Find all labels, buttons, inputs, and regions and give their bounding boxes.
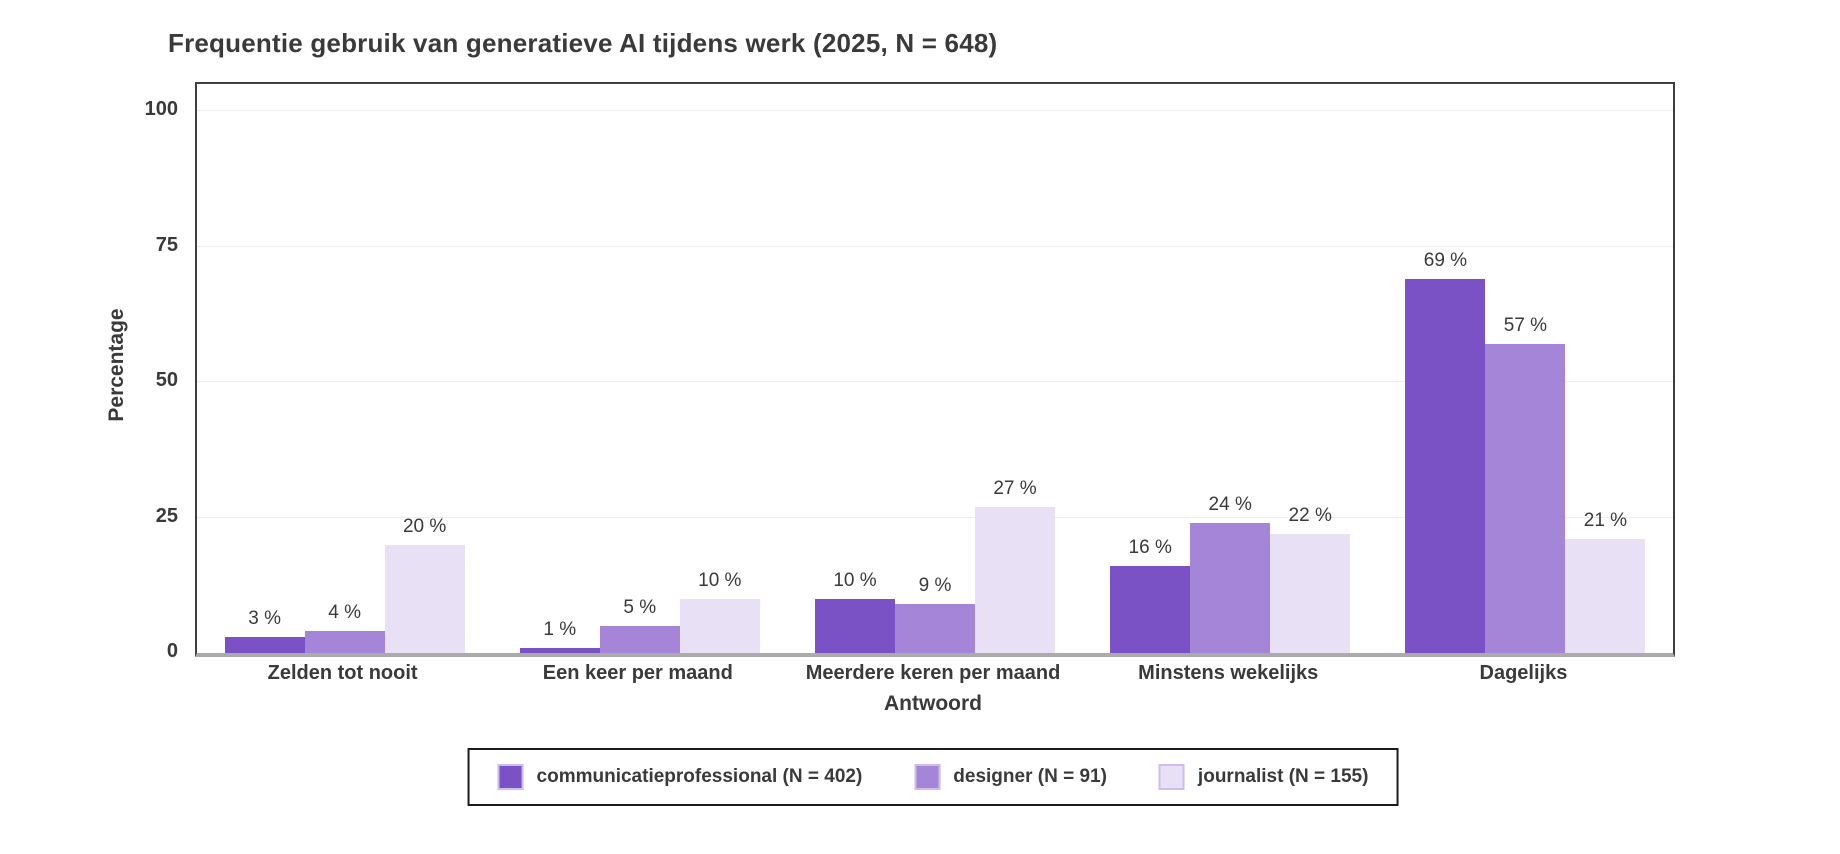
plot-area: 3 % 4 % 20 % 1 % 5 % 10 % 10 % 9 % 27 % 16 % 24 % 2… bbox=[195, 82, 1675, 657]
bar: 27 % bbox=[975, 478, 1055, 653]
y-tick-label: 25 bbox=[155, 504, 178, 527]
bar-value-label: 3 % bbox=[248, 607, 281, 629]
bar-value-label: 1 % bbox=[543, 618, 577, 640]
bar-value-label: 5 % bbox=[623, 596, 657, 618]
y-tick-label: 0 bbox=[166, 640, 178, 662]
bar-value-label: 22 % bbox=[1288, 504, 1332, 526]
legend-series-label: communicatieprofessional (N = 402) bbox=[536, 766, 863, 787]
x-category-label: Minstens wekelijks bbox=[1138, 662, 1319, 684]
x-category-label: Zelden tot nooit bbox=[267, 662, 418, 684]
bar-value-label: 10 % bbox=[698, 569, 742, 591]
y-tick-label: 50 bbox=[155, 369, 178, 392]
gridline-50 bbox=[197, 381, 1673, 383]
bar-value-label: 16 % bbox=[1128, 537, 1172, 559]
bar: 10 % bbox=[815, 570, 895, 653]
x-category-label: Dagelijks bbox=[1479, 662, 1568, 684]
bar-value-label: 4 % bbox=[328, 602, 361, 624]
bar: 22 % bbox=[1270, 505, 1351, 653]
bar: 69 % bbox=[1405, 250, 1486, 653]
bar: 57 % bbox=[1485, 315, 1566, 653]
x-category-label: Een keer per maand bbox=[542, 662, 733, 684]
chart-title: Frequentie gebruik van generatieve AI ti… bbox=[168, 28, 998, 58]
bar: 10 % bbox=[679, 570, 760, 653]
bar-value-label: 10 % bbox=[833, 569, 877, 591]
bar: 5 % bbox=[599, 597, 680, 653]
bar: 20 % bbox=[384, 516, 465, 653]
bar: 16 % bbox=[1110, 537, 1191, 653]
bar-groups: 3 % 4 % 20 % 1 % 5 % 10 % 10 % 9 % 27 % 16 % 24 % 2… bbox=[197, 84, 1673, 653]
y-axis-title: Percentage bbox=[105, 308, 128, 422]
y-tick-label: 75 bbox=[155, 233, 178, 256]
bar-value-label: 21 % bbox=[1583, 510, 1628, 532]
bar-value-label: 57 % bbox=[1503, 315, 1548, 337]
bar: 9 % bbox=[895, 575, 975, 653]
gridline-25 bbox=[197, 516, 1673, 518]
bar-group: 69 % 57 % 21 % bbox=[1378, 84, 1673, 653]
bar-value-label: 20 % bbox=[402, 515, 447, 537]
gridline-75 bbox=[197, 245, 1673, 247]
y-tick-label: 100 bbox=[144, 98, 178, 121]
legend-swatch-icon bbox=[1158, 764, 1185, 790]
legend-series-label: designer (N = 91) bbox=[953, 766, 1107, 787]
bar-value-label: 69 % bbox=[1423, 250, 1468, 272]
gridline-100 bbox=[197, 110, 1673, 112]
bar-group: 1 % 5 % 10 % bbox=[492, 84, 787, 653]
x-axis-title: Antwoord bbox=[884, 692, 982, 715]
legend-swatch-icon bbox=[497, 764, 524, 790]
legend-item: communicatieprofessional (N = 402) bbox=[497, 764, 863, 790]
bar-group: 3 % 4 % 20 % bbox=[197, 84, 492, 653]
x-category-labels: Zelden tot nooit Een keer per maand Meerde… bbox=[195, 662, 1671, 685]
legend-item: journalist (N = 155) bbox=[1158, 764, 1369, 790]
bar: 4 % bbox=[304, 602, 385, 653]
legend: communicatieprofessional (N = 402) design… bbox=[467, 748, 1399, 806]
legend-swatch-icon bbox=[914, 764, 941, 790]
bar-group: 10 % 9 % 27 % bbox=[787, 84, 1082, 653]
x-category-label: Meerdere keren per maand bbox=[805, 662, 1061, 684]
bar: 21 % bbox=[1565, 510, 1646, 653]
bar: 3 % bbox=[224, 608, 305, 653]
bar-group: 16 % 24 % 22 % bbox=[1083, 84, 1378, 653]
bar: 24 % bbox=[1190, 494, 1271, 653]
bar-value-label: 9 % bbox=[918, 575, 952, 597]
legend-item: designer (N = 91) bbox=[914, 764, 1107, 790]
bar-value-label: 27 % bbox=[993, 477, 1037, 499]
bar: 1 % bbox=[519, 619, 600, 653]
bar-value-label: 24 % bbox=[1208, 493, 1252, 515]
legend-series-label: journalist (N = 155) bbox=[1197, 766, 1369, 787]
